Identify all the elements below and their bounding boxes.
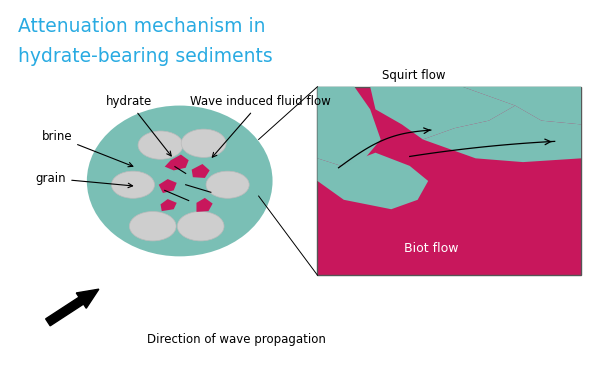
Polygon shape [192, 164, 210, 178]
Ellipse shape [177, 211, 224, 241]
Ellipse shape [129, 211, 176, 241]
Ellipse shape [87, 106, 273, 256]
Polygon shape [165, 155, 189, 170]
Polygon shape [161, 199, 177, 211]
Text: Squirt flow: Squirt flow [382, 69, 445, 82]
Ellipse shape [138, 131, 183, 159]
Ellipse shape [181, 129, 226, 158]
Polygon shape [317, 153, 428, 209]
Polygon shape [428, 87, 581, 124]
Text: brine: brine [41, 130, 133, 167]
Polygon shape [196, 198, 213, 212]
FancyArrow shape [46, 289, 99, 326]
Text: Wave induced fluid flow: Wave induced fluid flow [190, 95, 331, 157]
Text: hydrate-bearing sediments: hydrate-bearing sediments [18, 47, 273, 66]
Ellipse shape [206, 171, 249, 198]
Polygon shape [317, 87, 381, 166]
Text: grain: grain [35, 172, 132, 188]
Polygon shape [370, 87, 515, 139]
Text: Biot flow: Biot flow [404, 242, 458, 255]
Text: Attenuation mechanism in: Attenuation mechanism in [18, 17, 265, 36]
Polygon shape [159, 179, 177, 193]
Ellipse shape [111, 171, 155, 198]
Text: hydrate: hydrate [105, 95, 171, 156]
Bar [317, 87, 581, 275]
Polygon shape [423, 106, 581, 162]
Text: Direction of wave propagation: Direction of wave propagation [147, 333, 326, 346]
